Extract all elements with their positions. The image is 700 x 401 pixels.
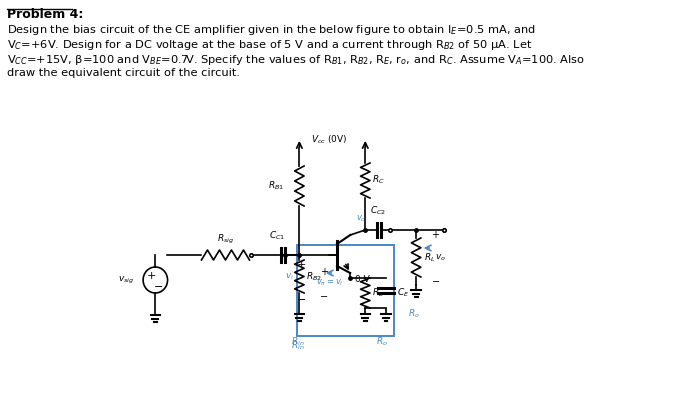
Text: $v_\pi = v_i$: $v_\pi = v_i$ (316, 277, 343, 288)
Text: $v_i$: $v_i$ (285, 271, 294, 282)
Text: $v_c$: $v_c$ (356, 213, 367, 224)
Text: $C_{C1}$: $C_{C1}$ (269, 229, 285, 242)
Text: $R_o$: $R_o$ (408, 307, 420, 320)
Text: $R_L$: $R_L$ (424, 251, 435, 264)
Text: $v_{sig}$: $v_{sig}$ (118, 274, 134, 286)
Text: Design the bias circuit of the CE amplifier given in the below figure to obtain : Design the bias circuit of the CE amplif… (6, 23, 536, 37)
Text: $C_{C2}$: $C_{C2}$ (370, 205, 386, 217)
Text: $R_o$: $R_o$ (376, 336, 388, 348)
Text: $-$: $-$ (431, 275, 440, 285)
Text: $R_{sig}$: $R_{sig}$ (217, 233, 234, 246)
Text: V$_{CC}$=+15V, β=100 and V$_{BE}$=0.7V. Specify the values of R$_{B1}$, R$_{B2}$: V$_{CC}$=+15V, β=100 and V$_{BE}$=0.7V. … (6, 53, 584, 67)
Text: $-$: $-$ (319, 290, 328, 300)
Text: $v_o$: $v_o$ (435, 252, 446, 263)
Text: +: + (297, 260, 306, 270)
Text: $R_{in}$: $R_{in}$ (290, 336, 304, 348)
Text: $-$: $-$ (153, 280, 163, 290)
Text: V$_C$=+6V. Design for a DC voltage at the base of 5 V and a current through R$_{: V$_C$=+6V. Design for a DC voltage at th… (6, 38, 532, 52)
Text: $V_{cc}$ (0V): $V_{cc}$ (0V) (312, 134, 348, 146)
Text: draw the equivalent circuit of the circuit.: draw the equivalent circuit of the circu… (6, 68, 239, 78)
Text: +: + (147, 271, 156, 281)
Text: +: + (320, 267, 328, 277)
Text: +: + (431, 230, 439, 240)
Text: $R_C$: $R_C$ (372, 174, 384, 186)
Text: 0 V: 0 V (355, 275, 370, 284)
Text: $R_{B2}$: $R_{B2}$ (306, 270, 322, 283)
Text: $R_{in}$: $R_{in}$ (290, 339, 304, 352)
Text: $C_E$: $C_E$ (398, 287, 410, 299)
Text: $R_E$: $R_E$ (372, 287, 384, 299)
Text: $R_{B1}$: $R_{B1}$ (268, 180, 284, 192)
Text: $-$: $-$ (296, 293, 307, 303)
Text: Problem 4:: Problem 4: (6, 8, 83, 21)
